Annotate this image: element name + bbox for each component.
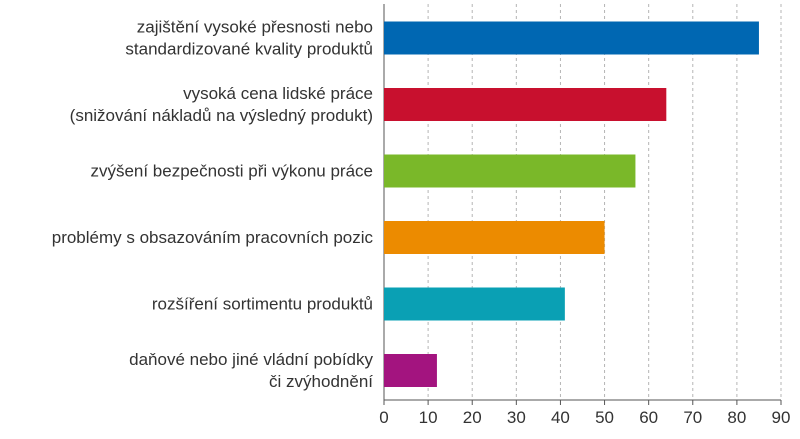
category-label: daňové nebo jiné vládní pobídky či zvýhod…	[129, 350, 373, 391]
category-label-line: (snižování nákladů na výsledný produkt)	[70, 106, 373, 125]
bar	[384, 154, 636, 188]
x-tick-label: 0	[379, 408, 388, 427]
category-labels: zajištění vysoké přesnosti nebo standardi…	[52, 18, 374, 392]
category-label-line: standardizované kvality produktů	[125, 40, 373, 59]
category-label: zajištění vysoké přesnosti nebo standardi…	[125, 18, 373, 59]
x-tick-label: 60	[639, 408, 658, 427]
bar	[384, 354, 437, 387]
category-label-line: či zvýhodnění	[269, 372, 373, 391]
x-tick-label: 70	[683, 408, 702, 427]
x-tick-label: 90	[772, 408, 791, 427]
x-tick-label: 10	[419, 408, 438, 427]
x-tick-label: 20	[463, 408, 482, 427]
gridlines	[383, 4, 782, 400]
bar	[384, 287, 565, 321]
category-label-line: daňové nebo jiné vládní pobídky	[129, 350, 373, 369]
category-label: zvýšení bezpečnosti při výkonu práce	[90, 162, 373, 181]
bar	[384, 221, 605, 254]
bar	[384, 21, 759, 55]
category-label: rozšíření sortimentu produktů	[152, 295, 373, 314]
bar	[384, 88, 667, 121]
category-label-line: rozšíření sortimentu produktů	[152, 295, 373, 314]
x-tick-label: 40	[551, 408, 570, 427]
category-label-line: vysoká cena lidské práce	[183, 84, 373, 103]
x-axis-ticks: 0 10 20 30 40 50 60 70 80 90	[379, 400, 790, 427]
x-tick-label: 30	[507, 408, 526, 427]
bars	[384, 21, 759, 387]
category-label: vysoká cena lidské práce (snižování nákla…	[70, 84, 373, 125]
category-label-line: zajištění vysoké přesnosti nebo	[137, 18, 373, 37]
category-label: problémy s obsazováním pracovních pozic	[52, 228, 374, 247]
x-tick-label: 80	[727, 408, 746, 427]
x-tick-label: 50	[595, 408, 614, 427]
category-label-line: zvýšení bezpečnosti při výkonu práce	[90, 162, 373, 181]
category-label-line: problémy s obsazováním pracovních pozic	[52, 228, 374, 247]
